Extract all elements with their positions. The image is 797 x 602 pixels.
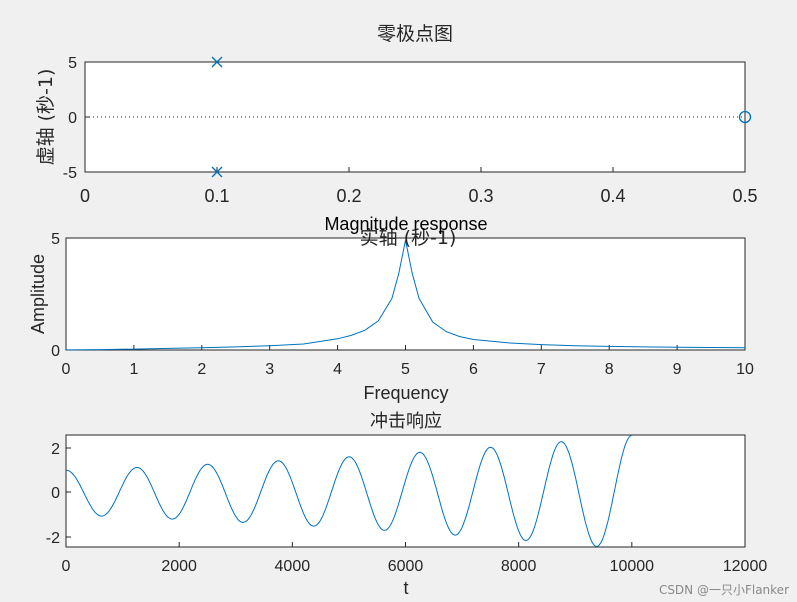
pz-xtick-label: 0.2 [336,186,361,206]
imp-subplot: 冲击响应 2 0 -2 0 2000 4000 6000 8000 10000 12000 … [46,411,768,598]
pz-ytick-label: 0 [68,110,77,127]
mag-plot-area [65,237,746,351]
pz-plot-area [84,61,746,173]
mag-xtick-label: 4 [333,361,342,378]
imp-ytick-label: 2 [51,441,60,458]
mag-series-line [65,240,746,351]
imp-title: 冲击响应 [370,411,442,432]
imp-xtick-label: 10000 [610,558,655,575]
pz-xtick-label: 0.4 [600,186,625,206]
imp-ytick-label: -2 [46,530,60,547]
pole-marker [211,166,223,178]
imp-xtick-label: 2000 [161,558,197,575]
pz-markers [211,56,752,178]
imp-series-line [66,434,632,548]
mag-subplot: 5 0 0 1 2 3 4 5 6 7 8 9 10 Amplitude Frequency 实轴 … [28,214,754,403]
imp-xtick-label: 12000 [723,558,768,575]
pz-xtick-label: 0.1 [204,186,229,206]
imp-plot-area [65,434,746,548]
pz-title: 零极点图 [377,23,453,45]
imp-xtick-label: 0 [62,558,71,575]
mag-xticks: 0 1 2 3 4 5 6 7 8 9 10 [62,345,754,378]
mag-xtick-label: 6 [469,361,478,378]
mag-xtick-label: 7 [537,361,546,378]
mag-xtick-label: 0 [62,361,71,378]
pz-xlabel: 实轴 (秒-1) [360,227,457,249]
pz-xtick-label: 0.5 [732,186,757,206]
mag-xtick-label: 9 [673,361,682,378]
mag-xtick-label: 3 [265,361,274,378]
mag-xlabel: Frequency [363,383,448,403]
pz-subplot: 零极点图 5 0 -5 0 0.1 0.2 0.3 0.4 0.5 虚轴 (秒-… [35,23,758,206]
pole-marker [211,56,223,68]
pz-yticks: 5 0 -5 [63,55,90,182]
mag-xtick-label: 1 [129,361,138,378]
imp-xticks: 0 2000 4000 6000 8000 10000 12000 [62,542,768,575]
mag-title: Magnitude response [324,214,487,234]
imp-xtick-label: 8000 [501,558,537,575]
imp-xtick-label: 4000 [275,558,311,575]
imp-yticks: 2 0 -2 [46,441,71,547]
pz-ytick-label: -5 [63,165,77,182]
mag-ylabel: Amplitude [28,254,48,334]
watermark: CSDN @一只小Flanker [659,583,789,597]
mag-ytick-label: 5 [51,231,60,248]
imp-xlabel: t [403,578,408,598]
mag-xtick-label: 5 [401,361,410,378]
mag-xtick-label: 10 [736,361,754,378]
imp-ytick-label: 0 [51,485,60,502]
mag-xtick-label: 8 [605,361,614,378]
pz-ylabel: 虚轴 (秒-1) [35,69,57,166]
pz-xticks: 0 0.1 0.2 0.3 0.4 0.5 [80,167,758,206]
pz-xtick-label: 0 [80,186,90,206]
mag-ytick-label: 0 [51,343,60,360]
pz-ytick-label: 5 [68,55,77,72]
pz-xtick-label: 0.3 [468,186,493,206]
imp-xtick-label: 6000 [388,558,424,575]
zero-marker [738,110,752,124]
mag-xtick-label: 2 [197,361,206,378]
